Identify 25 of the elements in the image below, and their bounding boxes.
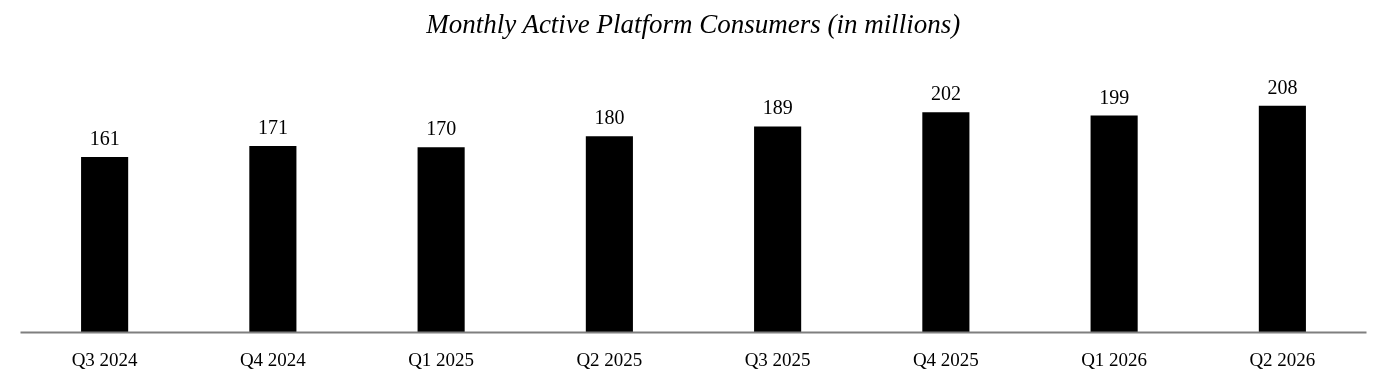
- data-label: 208: [1267, 75, 1298, 98]
- x-tick-label: Q1 2025: [408, 348, 475, 370]
- bar: [81, 156, 129, 333]
- x-tick-label: Q1 2026: [1081, 348, 1148, 370]
- data-label: 180: [594, 106, 625, 129]
- chart-title: Monthly Active Platform Consumers (in millions): [425, 8, 961, 39]
- data-label: 189: [762, 96, 793, 119]
- data-label: 202: [930, 82, 961, 105]
- data-label: 170: [426, 117, 457, 140]
- x-tick-label: Q2 2025: [576, 348, 643, 370]
- bar: [1258, 105, 1306, 333]
- data-label: 171: [257, 116, 288, 139]
- bar: [922, 112, 970, 333]
- bar: [585, 136, 633, 333]
- x-tick-label: Q2 2026: [1249, 348, 1316, 370]
- data-label: 199: [1099, 85, 1130, 108]
- x-tick-label: Q3 2025: [744, 348, 811, 370]
- x-tick-label: Q4 2025: [912, 348, 979, 370]
- x-tick-label: Q4 2024: [239, 348, 307, 370]
- bar: [1090, 115, 1138, 333]
- bar: [417, 147, 465, 333]
- bar: [249, 146, 297, 333]
- data-label: 161: [89, 126, 120, 149]
- x-tick-label: Q3 2024: [71, 348, 139, 370]
- bar: [754, 126, 802, 333]
